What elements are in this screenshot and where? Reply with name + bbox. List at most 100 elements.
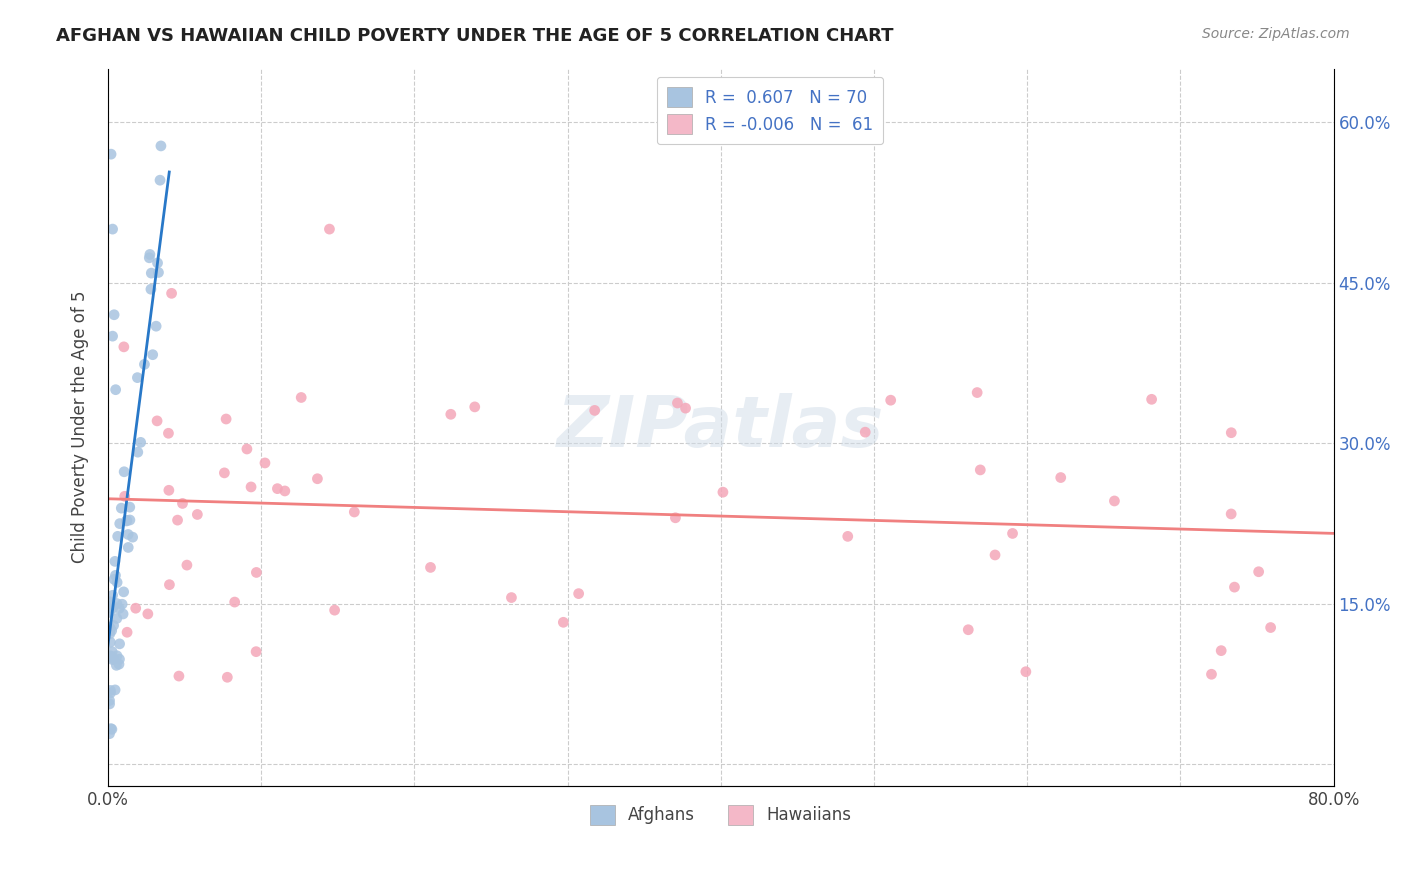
Point: [101, 723, 124, 737]
Point: [111, 597, 134, 611]
Point: [108, 601, 131, 615]
Point: [108, 516, 131, 531]
Point: [110, 501, 132, 516]
Point: [112, 465, 135, 479]
Point: [879, 393, 901, 408]
Point: [568, 586, 591, 600]
Point: [323, 603, 346, 617]
Point: [101, 598, 124, 612]
Point: [290, 391, 312, 405]
Point: [1140, 392, 1163, 407]
Point: [98, 622, 121, 636]
Point: [115, 513, 138, 527]
Point: [1220, 425, 1243, 440]
Text: Source: ZipAtlas.com: Source: ZipAtlas.com: [1202, 27, 1350, 41]
Point: [214, 466, 236, 480]
Point: [115, 625, 138, 640]
Point: [1260, 621, 1282, 635]
Point: [104, 383, 127, 397]
Point: [103, 308, 125, 322]
Point: [121, 530, 143, 544]
Point: [103, 651, 125, 665]
Point: [245, 645, 267, 659]
Point: [101, 645, 124, 659]
Point: [103, 573, 125, 587]
Point: [966, 385, 988, 400]
Point: [148, 265, 170, 279]
Point: [984, 548, 1007, 562]
Point: [105, 611, 128, 625]
Point: [117, 541, 139, 555]
Point: [108, 657, 131, 672]
Point: [1247, 565, 1270, 579]
Point: [853, 425, 876, 439]
Point: [240, 480, 263, 494]
Point: [107, 529, 129, 543]
Point: [266, 482, 288, 496]
Point: [104, 682, 127, 697]
Point: [112, 585, 135, 599]
Point: [157, 483, 180, 498]
Point: [253, 456, 276, 470]
Point: [114, 489, 136, 503]
Point: [1001, 526, 1024, 541]
Point: [101, 222, 124, 236]
Point: [146, 414, 169, 428]
Point: [176, 558, 198, 573]
Point: [224, 595, 246, 609]
Legend: Afghans, Hawaiians: Afghans, Hawaiians: [579, 795, 862, 835]
Point: [108, 637, 131, 651]
Point: [98, 626, 121, 640]
Point: [105, 597, 128, 611]
Point: [141, 266, 163, 280]
Point: [318, 222, 340, 236]
Point: [139, 282, 162, 296]
Point: [166, 513, 188, 527]
Point: [125, 601, 148, 615]
Point: [101, 588, 124, 602]
Point: [1223, 580, 1246, 594]
Point: [157, 577, 180, 591]
Point: [98, 693, 121, 707]
Point: [160, 286, 183, 301]
Point: [149, 139, 172, 153]
Point: [105, 658, 128, 673]
Point: [139, 247, 162, 261]
Point: [101, 652, 124, 666]
Point: [343, 505, 366, 519]
Point: [711, 485, 734, 500]
Point: [100, 649, 122, 664]
Point: [129, 435, 152, 450]
Point: [419, 560, 441, 574]
Point: [98, 606, 121, 620]
Point: [98, 726, 121, 740]
Point: [101, 601, 124, 615]
Point: [98, 595, 121, 609]
Point: [142, 348, 165, 362]
Point: [145, 319, 167, 334]
Point: [98, 620, 121, 634]
Point: [146, 256, 169, 270]
Point: [440, 407, 463, 421]
Point: [501, 591, 523, 605]
Point: [115, 514, 138, 528]
Text: ZIPatlas: ZIPatlas: [557, 392, 884, 462]
Point: [1104, 494, 1126, 508]
Point: [274, 483, 297, 498]
Point: [1201, 667, 1223, 681]
Point: [666, 396, 689, 410]
Point: [127, 445, 149, 459]
Point: [217, 670, 239, 684]
Point: [1220, 507, 1243, 521]
Point: [957, 623, 980, 637]
Point: [236, 442, 259, 456]
Point: [1015, 665, 1038, 679]
Y-axis label: Child Poverty Under the Age of 5: Child Poverty Under the Age of 5: [72, 291, 89, 564]
Point: [100, 648, 122, 663]
Point: [245, 566, 267, 580]
Point: [100, 683, 122, 698]
Point: [134, 357, 156, 371]
Point: [149, 173, 172, 187]
Point: [127, 370, 149, 384]
Point: [98, 697, 121, 711]
